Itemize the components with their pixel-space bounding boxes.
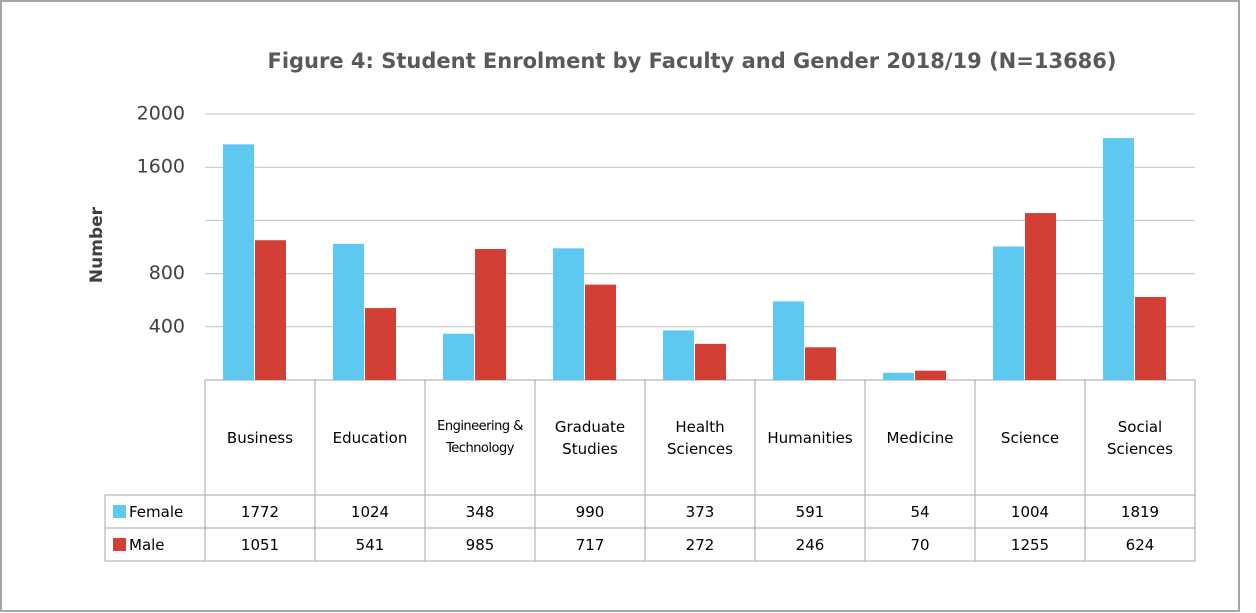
x-tick-label: Engineering & Technology bbox=[425, 380, 535, 495]
bar bbox=[585, 284, 616, 380]
data-label: 985 bbox=[425, 528, 535, 561]
x-tick-label: Graduate Studies bbox=[535, 380, 645, 495]
legend-label-text: Male bbox=[129, 535, 165, 554]
data-label-text: 373 bbox=[685, 502, 715, 521]
data-label-text: 272 bbox=[685, 535, 715, 554]
data-label: 373 bbox=[645, 495, 755, 528]
x-tick-label: Science bbox=[975, 380, 1085, 495]
data-label: 1051 bbox=[205, 528, 315, 561]
data-label: 541 bbox=[315, 528, 425, 561]
data-label: 272 bbox=[645, 528, 755, 561]
data-label: 591 bbox=[755, 495, 865, 528]
data-label-text: 246 bbox=[795, 535, 825, 554]
data-label-text: 591 bbox=[795, 502, 825, 521]
bar bbox=[993, 246, 1024, 380]
data-label-text: 1819 bbox=[1120, 502, 1160, 521]
data-label: 1004 bbox=[975, 495, 1085, 528]
x-tick-label-text: Medicine bbox=[886, 428, 954, 447]
y-tick-label: 2000 bbox=[137, 103, 185, 125]
x-tick-label-text: Science bbox=[1000, 428, 1060, 447]
bar bbox=[1135, 297, 1166, 380]
x-tick-label-text: Social Sciences bbox=[1107, 417, 1173, 458]
data-label: 70 bbox=[865, 528, 975, 561]
x-tick-label-text: Education bbox=[332, 428, 408, 447]
data-label: 1024 bbox=[315, 495, 425, 528]
data-label-text: 1051 bbox=[240, 535, 280, 554]
y-tick-label: 800 bbox=[149, 262, 185, 284]
data-label-text: 624 bbox=[1125, 535, 1155, 554]
data-label-text: 1255 bbox=[1010, 535, 1050, 554]
data-label: 624 bbox=[1085, 528, 1195, 561]
data-label-text: 1024 bbox=[350, 502, 390, 521]
bar bbox=[663, 330, 694, 380]
bar bbox=[553, 248, 584, 380]
data-label: 348 bbox=[425, 495, 535, 528]
y-axis-label: Number bbox=[87, 206, 107, 283]
data-label-text: 348 bbox=[465, 502, 495, 521]
bar bbox=[333, 243, 364, 380]
data-label-text: 1772 bbox=[240, 502, 280, 521]
data-label-text: 541 bbox=[355, 535, 385, 554]
bar bbox=[915, 370, 946, 380]
data-label-text: 717 bbox=[575, 535, 605, 554]
chart-title: Figure 4: Student Enrolment by Faculty a… bbox=[267, 49, 1116, 73]
legend-label: Male bbox=[129, 528, 204, 561]
bar bbox=[255, 240, 286, 380]
x-tick-label-text: Humanities bbox=[767, 428, 853, 447]
data-label: 717 bbox=[535, 528, 645, 561]
x-tick-label: Education bbox=[315, 380, 425, 495]
x-tick-label-text: Engineering & Technology bbox=[437, 418, 523, 456]
data-label-text: 985 bbox=[465, 535, 495, 554]
legend-label: Female bbox=[129, 495, 204, 528]
legend-label-text: Female bbox=[129, 502, 184, 521]
x-tick-label-text: Business bbox=[226, 428, 294, 447]
x-tick-label: Medicine bbox=[865, 380, 975, 495]
legend-swatch bbox=[113, 505, 126, 518]
x-tick-label-text: Health Sciences bbox=[667, 417, 733, 458]
x-tick-label: Humanities bbox=[755, 380, 865, 495]
bar bbox=[695, 343, 726, 380]
x-tick-label: Social Sciences bbox=[1085, 380, 1195, 495]
data-label-text: 1004 bbox=[1010, 502, 1050, 521]
data-label: 1819 bbox=[1085, 495, 1195, 528]
x-tick-label-text: Graduate Studies bbox=[554, 417, 626, 458]
bar bbox=[223, 144, 254, 380]
data-label-text: 990 bbox=[575, 502, 605, 521]
legend-swatch bbox=[113, 538, 126, 551]
bar bbox=[475, 248, 506, 380]
bar bbox=[773, 301, 804, 380]
data-label: 54 bbox=[865, 495, 975, 528]
bar bbox=[883, 372, 914, 380]
bar bbox=[1103, 138, 1134, 380]
y-tick-label: 1600 bbox=[137, 156, 185, 178]
x-tick-label: Business bbox=[205, 380, 315, 495]
data-label: 990 bbox=[535, 495, 645, 528]
data-label: 246 bbox=[755, 528, 865, 561]
bar bbox=[443, 333, 474, 380]
data-label: 1255 bbox=[975, 528, 1085, 561]
data-label-text: 70 bbox=[910, 535, 930, 554]
bar bbox=[365, 308, 396, 380]
x-tick-label: Health Sciences bbox=[645, 380, 755, 495]
data-label: 1772 bbox=[205, 495, 315, 528]
y-tick-label: 400 bbox=[149, 315, 185, 337]
data-label-text: 54 bbox=[910, 502, 930, 521]
bar bbox=[805, 347, 836, 380]
bar bbox=[1025, 213, 1056, 380]
